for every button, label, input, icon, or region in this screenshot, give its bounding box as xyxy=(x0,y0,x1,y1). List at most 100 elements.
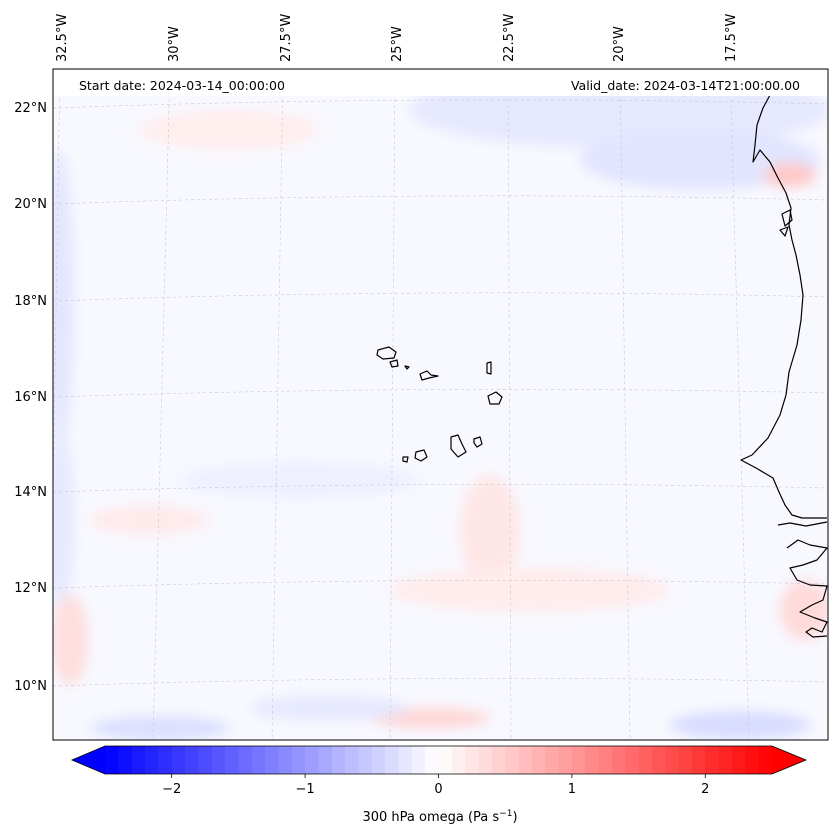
colorbar-segment xyxy=(758,746,773,774)
colorbar-segment xyxy=(131,746,146,774)
sao-nicolau-island xyxy=(419,370,439,381)
sao-vicente-island xyxy=(389,359,399,368)
colorbar-segments xyxy=(72,746,806,774)
colorbar-ticks: −2 −1 0 1 2 xyxy=(162,774,709,797)
start-date-label: Start date: 2024-03-14_00:00:00 xyxy=(79,78,285,93)
colorbar-segment xyxy=(145,746,159,774)
latitude-labels: 22°N 20°N 18°N 16°N 14°N 12°N 10°N xyxy=(14,101,47,694)
colorbar-segment xyxy=(745,746,760,774)
coastlines xyxy=(376,82,828,638)
lat-label-22n: 22°N xyxy=(14,101,47,116)
header-strip xyxy=(54,70,827,96)
colorbar-segment xyxy=(531,746,546,774)
colorbar-segment xyxy=(211,746,226,774)
colorbar-segment xyxy=(105,746,119,774)
colorbar-tick-label: 2 xyxy=(701,782,709,797)
graticule xyxy=(53,69,828,740)
colorbar-segment xyxy=(185,746,199,774)
colorbar-segment xyxy=(678,746,693,774)
colorbar-segment xyxy=(345,746,360,774)
santa-luzia-island xyxy=(404,365,410,370)
colorbar-segment xyxy=(478,746,493,774)
lon-label-30w: 30°W xyxy=(167,26,182,62)
lon-label-17-5w: 17.5°W xyxy=(724,14,739,62)
maio-island xyxy=(473,436,483,448)
colorbar-tick-label: −1 xyxy=(296,782,315,797)
lat-label-10n: 10°N xyxy=(14,679,47,694)
colorbar-segment xyxy=(585,746,600,774)
lon-label-32-5w: 32.5°W xyxy=(55,14,70,62)
colorbar-segment xyxy=(305,746,320,774)
santo-antao-island xyxy=(376,346,397,360)
lon-label-25w: 25°W xyxy=(390,26,405,62)
colorbar-tick-label: 0 xyxy=(434,782,442,797)
sal-island xyxy=(486,361,492,375)
colorbar-extend-low xyxy=(72,746,105,774)
map-frame xyxy=(52,68,829,741)
lon-label-20w: 20°W xyxy=(612,26,627,62)
colorbar-label: 300 hPa omega (Pa s−1) xyxy=(362,809,517,825)
gambia-coast xyxy=(777,521,828,527)
boa-vista-island xyxy=(487,391,503,405)
colorbar-segment xyxy=(651,746,666,774)
colorbar-label-end: ) xyxy=(512,810,517,825)
colorbar-segment xyxy=(385,746,400,774)
colorbar-segment xyxy=(625,746,640,774)
colorbar: −2 −1 0 1 2 300 hPa omega (Pa s−1) xyxy=(70,745,808,825)
colorbar-segment xyxy=(451,746,466,774)
colorbar-segment xyxy=(505,746,520,774)
santiago-island xyxy=(450,434,467,458)
lat-label-14n: 14°N xyxy=(14,485,47,500)
banc-arguin-islands xyxy=(779,209,793,237)
colorbar-segment xyxy=(238,746,253,774)
colorbar-segment xyxy=(705,746,720,774)
colorbar-segment xyxy=(318,746,333,774)
colorbar-segment xyxy=(491,746,506,774)
colorbar-tick-label: 1 xyxy=(568,782,576,797)
colorbar-segment xyxy=(278,746,293,774)
lat-label-12n: 12°N xyxy=(14,581,47,596)
colorbar-segment xyxy=(158,746,173,774)
omega-field xyxy=(53,72,828,740)
colorbar-segment xyxy=(198,746,213,774)
colorbar-segment xyxy=(438,746,453,774)
colorbar-segment xyxy=(598,746,613,774)
colorbar-segment xyxy=(691,746,706,774)
colorbar-segment xyxy=(331,746,346,774)
colorbar-segment xyxy=(358,746,373,774)
colorbar-segment xyxy=(291,746,306,774)
guinea-bissau-coast xyxy=(786,539,828,638)
brava-island xyxy=(402,456,409,463)
colorbar-segment xyxy=(411,746,426,774)
colorbar-segment xyxy=(611,746,626,774)
colorbar-segment xyxy=(371,746,386,774)
colorbar-segment xyxy=(251,746,266,774)
colorbar-segment xyxy=(718,746,733,774)
colorbar-outline xyxy=(70,745,808,775)
colorbar-label-text: 300 hPa omega (Pa s xyxy=(362,810,499,825)
colorbar-segment xyxy=(465,746,480,774)
colorbar-segment xyxy=(545,746,560,774)
colorbar-segment xyxy=(731,746,746,774)
colorbar-segment xyxy=(638,746,653,774)
lat-label-20n: 20°N xyxy=(14,197,47,212)
colorbar-segment xyxy=(558,746,573,774)
colorbar-segment xyxy=(118,746,133,774)
longitude-labels: 32.5°W 30°W 27.5°W 25°W 22.5°W 20°W 17.5… xyxy=(55,14,739,62)
lat-label-18n: 18°N xyxy=(14,294,47,309)
fogo-island xyxy=(414,449,428,462)
colorbar-segment xyxy=(171,746,186,774)
lon-label-22-5w: 22.5°W xyxy=(502,14,517,62)
colorbar-segment xyxy=(571,746,586,774)
colorbar-tick-label: −2 xyxy=(162,782,181,797)
lon-label-27-5w: 27.5°W xyxy=(279,14,294,62)
colorbar-segment xyxy=(265,746,280,774)
lat-label-16n: 16°N xyxy=(14,390,47,405)
colorbar-segment xyxy=(518,746,533,774)
colorbar-segment xyxy=(225,746,239,774)
africa-coastline xyxy=(740,82,827,519)
colorbar-segment xyxy=(425,746,440,774)
valid-date-label: Valid_date: 2024-03-14T21:00:00.00 xyxy=(571,78,800,93)
colorbar-extend-high xyxy=(772,746,806,774)
colorbar-label-sup: −1 xyxy=(499,809,512,819)
